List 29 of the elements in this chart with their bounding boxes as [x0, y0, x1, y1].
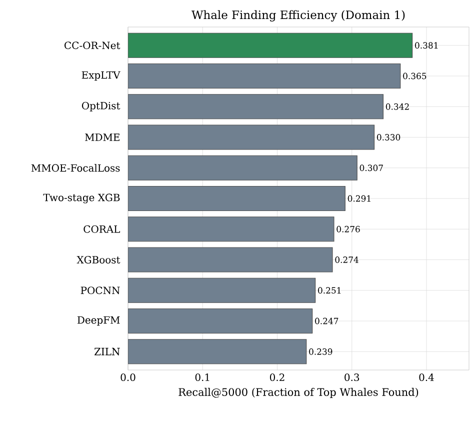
x-axis-title: Recall@5000 (Fraction of Top Whales Found) — [178, 388, 418, 398]
data-label: 0.291 — [348, 195, 370, 202]
data-label: 0.330 — [376, 134, 400, 140]
y-tick-label: Two-stage XGB — [43, 194, 120, 204]
y-tick-label: CC-OR-Net — [64, 42, 120, 50]
data-label: 0.276 — [336, 226, 360, 232]
data-label: 0.251 — [318, 287, 341, 294]
x-tick-label: 0.3 — [344, 374, 360, 382]
y-tick-label: POCNN — [80, 286, 120, 294]
data-label: 0.365 — [403, 72, 426, 80]
data-label: 0.381 — [415, 42, 438, 49]
y-tick-label: DeepFM — [78, 316, 120, 326]
data-label: 0.274 — [335, 256, 358, 263]
data-label: 0.239 — [309, 348, 332, 355]
x-tick-label: 0.1 — [195, 374, 210, 382]
data-label: 0.247 — [315, 318, 338, 324]
x-tick-label: 0.4 — [419, 374, 434, 382]
x-tick-label: 0.0 — [120, 374, 136, 382]
y-tick-label: ExpLTV — [82, 71, 120, 81]
y-tick-label: XGBoost — [76, 256, 120, 264]
chart-title: Whale Finding Efficiency (Domain 1) — [192, 10, 405, 22]
y-tick-label: CORAL — [84, 225, 120, 233]
data-label: 0.342 — [386, 103, 409, 110]
y-tick-label: ZILN — [94, 348, 120, 356]
x-tick-label: 0.2 — [270, 374, 284, 382]
y-tick-label: MDME — [85, 134, 120, 141]
y-tick-label: MMOE-FocalLoss — [31, 164, 120, 172]
y-tick-label: OptDist — [82, 102, 120, 112]
data-label: 0.307 — [360, 164, 383, 172]
